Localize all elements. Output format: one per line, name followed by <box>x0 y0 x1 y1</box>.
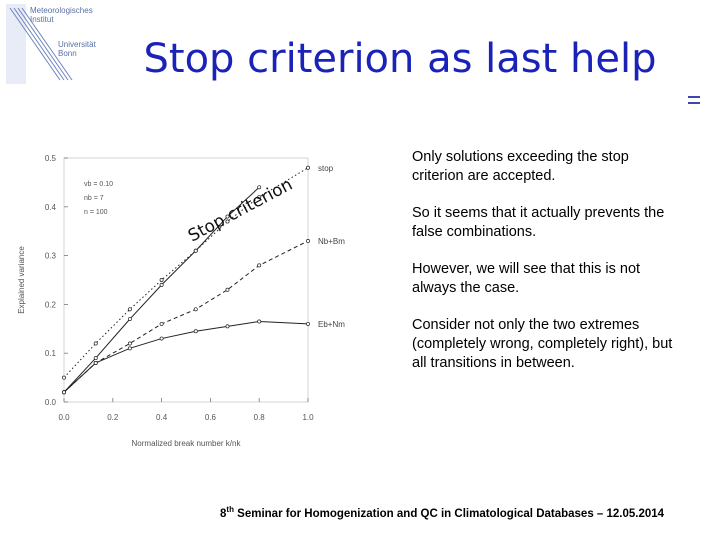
data-point <box>93 341 98 346</box>
data-point <box>127 341 132 346</box>
series-label: stop <box>318 164 334 173</box>
data-point <box>93 356 98 361</box>
logo-line-1: Meteorologisches <box>30 6 93 15</box>
legend-param: vb = 0.10 <box>84 181 113 188</box>
data-point <box>127 307 132 312</box>
data-point <box>225 219 230 224</box>
y-tick-label: 0.2 <box>45 300 57 309</box>
logo-line-3: Universität <box>58 40 96 49</box>
data-point <box>193 329 198 334</box>
bullet-4: Consider not only the two extremes (comp… <box>412 317 673 371</box>
data-point <box>93 361 98 365</box>
data-point <box>306 321 310 326</box>
series-label: Eb+Nm <box>318 320 345 329</box>
explained-variance-chart: 0.0 0.2 0.4 0.6 0.8 1.0 0.0 0.1 0.2 0.3 0.4 0.5 Norm… <box>10 140 370 460</box>
data-point <box>159 278 164 282</box>
bullet-list: Only solutions exceeding the stop criter… <box>412 148 682 391</box>
y-tick-label: 0.1 <box>45 349 57 358</box>
series-line <box>63 240 309 393</box>
data-point <box>193 248 198 253</box>
legend-param: nb = 7 <box>84 195 104 202</box>
data-point <box>159 282 164 287</box>
x-tick-label: 0.4 <box>156 413 168 422</box>
data-point <box>193 307 198 312</box>
legend-param: n = 100 <box>84 209 108 216</box>
data-point <box>257 263 262 268</box>
data-point <box>62 390 66 395</box>
data-point <box>225 324 230 329</box>
logo-line-4: Bonn <box>58 49 77 58</box>
plot-frame <box>63 157 309 403</box>
x-tick-label: 0.6 <box>205 413 217 422</box>
y-axis-label: Explained variance <box>17 246 26 314</box>
bullet-2: So it seems that it actually prevents th… <box>412 205 665 240</box>
x-axis-label: Normalized break number k/nk <box>132 439 242 448</box>
series-line <box>63 320 309 393</box>
x-tick-label: 1.0 <box>302 413 314 422</box>
y-tick-label: 0.5 <box>45 154 57 163</box>
footer-sup: th <box>226 505 234 514</box>
slide-title: Stop criterion as last help <box>143 36 657 82</box>
data-point <box>159 336 164 341</box>
data-point <box>127 346 132 351</box>
data-point <box>225 287 230 292</box>
data-point <box>225 214 230 219</box>
y-tick-label: 0.3 <box>45 252 57 261</box>
data-point <box>257 319 262 324</box>
series-line <box>63 167 309 378</box>
bullet-3: However, we will see that this is not al… <box>412 261 641 296</box>
data-point <box>306 239 310 243</box>
data-point <box>257 195 262 199</box>
x-tick-label: 0.2 <box>107 413 119 422</box>
series-label: Nb+Bm <box>318 237 345 246</box>
data-point <box>127 317 132 321</box>
data-point <box>159 321 164 326</box>
y-tick-label: 0.0 <box>45 398 57 407</box>
footer-number: 8 <box>220 507 227 520</box>
chart-canvas: 0.0 0.2 0.4 0.6 0.8 1.0 0.0 0.1 0.2 0.3 0.4 0.5 Norm… <box>17 154 345 448</box>
stop-criterion-annotation: Stop criterion <box>185 175 296 247</box>
x-tick-label: 0.0 <box>58 413 70 422</box>
data-point <box>257 185 262 190</box>
decor-marks <box>688 96 700 108</box>
data-point <box>62 375 66 380</box>
university-logo: Meteorologisches Institut Universität Bo… <box>0 0 100 100</box>
logo-line-2: Institut <box>30 15 54 24</box>
logo-icon <box>6 4 73 84</box>
bullet-1: Only solutions exceeding the stop criter… <box>412 149 629 184</box>
footer: 8th Seminar for Homogenization and QC in… <box>220 505 664 520</box>
x-tick-label: 0.8 <box>254 413 266 422</box>
y-tick-label: 0.4 <box>45 203 57 212</box>
data-point <box>306 165 310 170</box>
footer-text: Seminar for Homogenization and QC in Cli… <box>233 507 665 520</box>
